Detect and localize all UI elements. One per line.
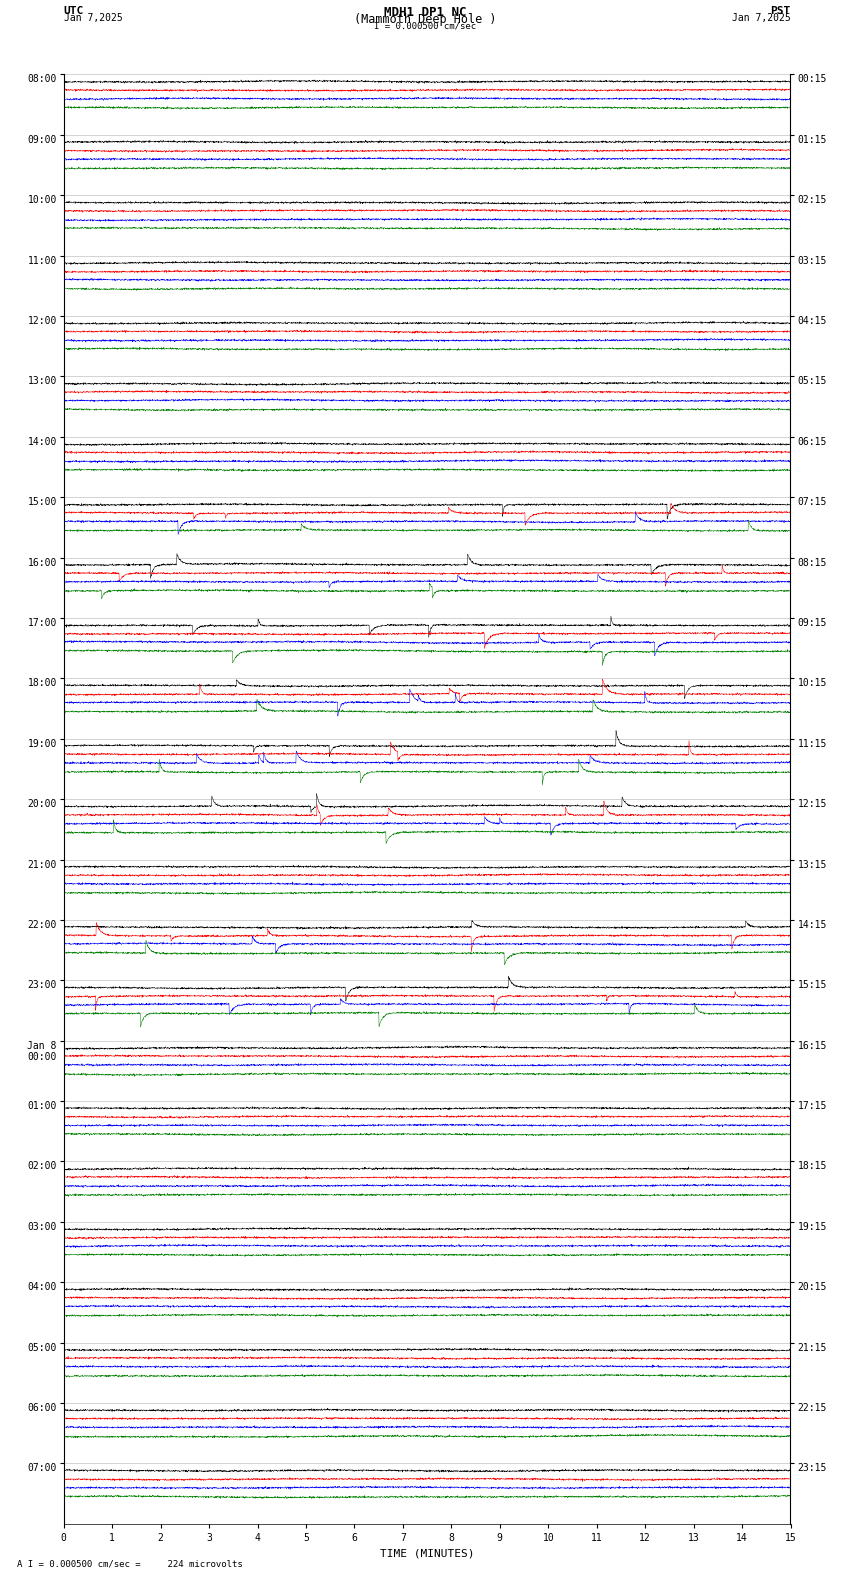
Text: I = 0.000500 cm/sec: I = 0.000500 cm/sec <box>374 21 476 30</box>
Text: MDH1 DP1 NC: MDH1 DP1 NC <box>383 5 467 19</box>
Text: Jan 7,2025: Jan 7,2025 <box>64 13 122 24</box>
X-axis label: TIME (MINUTES): TIME (MINUTES) <box>380 1549 474 1559</box>
Text: UTC: UTC <box>64 5 84 16</box>
Text: (Mammoth Deep Hole ): (Mammoth Deep Hole ) <box>354 13 496 27</box>
Text: PST: PST <box>770 5 790 16</box>
Text: A I = 0.000500 cm/sec =     224 microvolts: A I = 0.000500 cm/sec = 224 microvolts <box>17 1559 243 1568</box>
Text: Jan 7,2025: Jan 7,2025 <box>732 13 791 24</box>
